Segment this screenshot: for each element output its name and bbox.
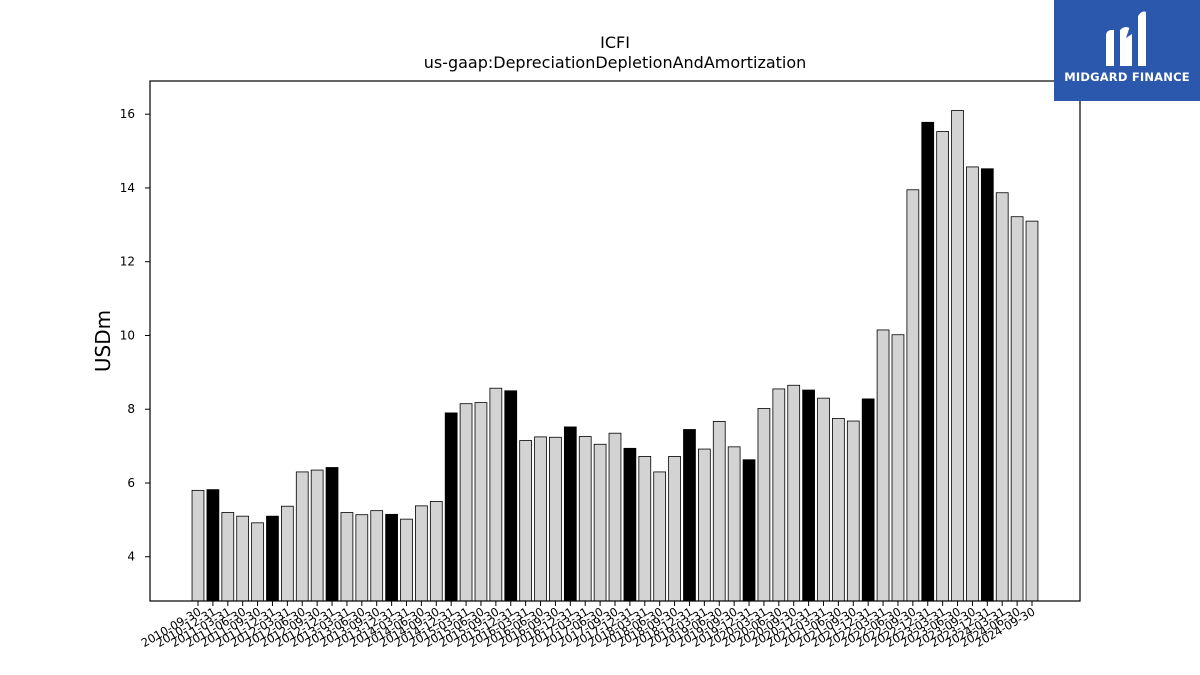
- bar-2021-09-30: [846, 420, 860, 602]
- bar-2012-12-31: [325, 467, 339, 602]
- bar-2019-06-30: [712, 420, 726, 602]
- bar-2023-06-30: [951, 110, 964, 602]
- bar-2013-09-30: [370, 510, 384, 602]
- bar-2023-12-31: [980, 168, 994, 602]
- bar-2010-09-30: [191, 489, 205, 602]
- bar-2011-06-30: [236, 515, 250, 602]
- bar-2022-06-30: [891, 334, 905, 602]
- bar-2019-09-30: [727, 446, 741, 602]
- bar-2011-09-30: [251, 522, 264, 602]
- midgard-logo: MIDGARD FINANCE: [1054, 0, 1200, 101]
- bar-2018-03-31: [638, 456, 652, 602]
- bar-2023-09-30: [966, 166, 979, 602]
- bar-2016-12-31: [563, 426, 577, 602]
- bar-2017-09-30: [608, 432, 622, 602]
- bar-2015-09-30: [489, 387, 503, 602]
- bar-2018-09-30: [668, 456, 681, 602]
- bar-2020-03-31: [757, 408, 771, 602]
- bar-2024-09-30: [1025, 220, 1039, 602]
- logo-text: MIDGARD FINANCE: [1064, 70, 1190, 84]
- bar-2012-03-31: [280, 505, 294, 602]
- bar-2016-09-30: [549, 436, 562, 602]
- bar-2017-06-30: [593, 443, 607, 602]
- midgard-logo-icon: [1106, 11, 1146, 66]
- bar-2024-03-31: [995, 192, 1009, 602]
- bar-2017-12-31: [623, 447, 637, 602]
- bar-2020-06-30: [772, 388, 786, 602]
- plot-frame: [149, 80, 1081, 602]
- bar-2012-09-30: [310, 469, 324, 602]
- y-tick-label: 14: [120, 181, 135, 195]
- chart-title: ICFI: [600, 33, 630, 52]
- bar-2019-03-31: [698, 448, 711, 602]
- bar-2013-06-30: [355, 514, 369, 602]
- bar-2022-09-30: [906, 189, 920, 602]
- x-ticks-group: 2010-09-302010-12-312011-03-312011-06-30…: [139, 601, 1038, 650]
- bar-2012-06-30: [295, 471, 309, 602]
- bar-2021-12-31: [861, 398, 875, 602]
- y-ticks-group: 4 6 8 10 12 14 16: [120, 107, 150, 564]
- y-tick-label: 8: [127, 402, 135, 416]
- bar-2017-03-31: [578, 436, 592, 602]
- bar-2020-12-31: [802, 389, 815, 602]
- bar-2014-09-30: [429, 501, 443, 602]
- bar-2018-06-30: [653, 471, 667, 602]
- bar-2011-03-31: [221, 512, 235, 602]
- bar-2015-03-31: [459, 403, 473, 602]
- bar-2014-06-30: [415, 505, 428, 602]
- bar-2023-03-31: [936, 131, 950, 602]
- y-tick-label: 4: [127, 550, 135, 564]
- bar-2021-06-30: [832, 418, 845, 602]
- y-axis-label: USDm: [91, 310, 115, 372]
- bar-2022-12-31: [921, 121, 935, 602]
- bars-group: [191, 110, 1039, 602]
- bar-2015-06-30: [474, 402, 488, 602]
- chart-subtitle: us-gaap:DepreciationDepletionAndAmortiza…: [424, 53, 807, 72]
- bar-2019-12-31: [742, 459, 756, 602]
- bar-2013-12-31: [385, 513, 398, 602]
- y-tick-label: 16: [120, 107, 135, 121]
- y-tick-label: 12: [120, 255, 135, 269]
- bar-2014-12-31: [444, 412, 458, 602]
- bar-2016-06-30: [534, 436, 547, 602]
- bar-2024-06-30: [1010, 216, 1024, 602]
- bar-2010-12-31: [206, 489, 220, 602]
- bar-2021-03-31: [817, 397, 830, 602]
- y-tick-label: 10: [120, 328, 135, 342]
- bar-2020-09-30: [787, 384, 801, 602]
- y-tick-label: 6: [127, 476, 135, 490]
- bar-2014-03-31: [400, 518, 413, 602]
- bar-2022-03-31: [876, 329, 890, 602]
- bar-2013-03-31: [340, 512, 354, 602]
- bar-2011-12-31: [266, 515, 279, 602]
- bar-2018-12-31: [683, 429, 696, 602]
- bar-2016-03-31: [519, 440, 533, 602]
- bar-2015-12-31: [504, 390, 518, 602]
